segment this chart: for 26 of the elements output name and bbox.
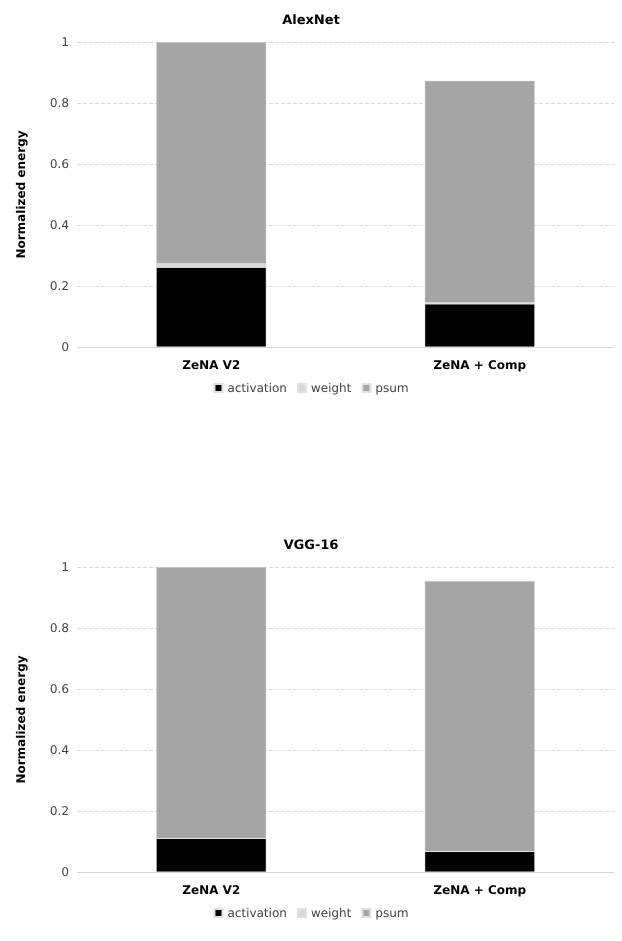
y-tick-label: 1	[61, 35, 69, 49]
y-tick-label: 0.2	[50, 279, 69, 293]
y-axis-title: Normalized energy	[14, 130, 28, 259]
y-tick-label: 1	[61, 560, 69, 574]
x-tick-label: ZeNA V2	[182, 883, 240, 897]
legend-label: activation	[227, 906, 287, 920]
legend-label: activation	[227, 381, 287, 395]
y-tick-label: 0.6	[50, 682, 69, 696]
x-tick-label: ZeNA + Comp	[433, 883, 527, 897]
chart-title: AlexNet	[282, 13, 340, 28]
y-tick-label: 0.6	[50, 157, 69, 171]
y-tick-label: 0.8	[50, 621, 69, 635]
y-tick-label: 0.8	[50, 96, 69, 110]
y-tick-label: 0.4	[50, 743, 69, 757]
y-tick-label: 0	[61, 865, 69, 879]
chart-title: VGG-16	[284, 538, 338, 553]
legend-label: psum	[375, 381, 409, 395]
x-tick-label: ZeNA + Comp	[433, 358, 527, 372]
legend-label: weight	[310, 381, 352, 395]
y-tick-label: 0.4	[50, 218, 69, 232]
legend-label: weight	[310, 906, 352, 920]
legend-label: psum	[375, 906, 409, 920]
x-tick-label: ZeNA V2	[182, 358, 240, 372]
y-tick-label: 0.2	[50, 804, 69, 818]
y-tick-label: 0	[61, 340, 69, 354]
y-axis-title: Normalized energy	[14, 655, 28, 784]
